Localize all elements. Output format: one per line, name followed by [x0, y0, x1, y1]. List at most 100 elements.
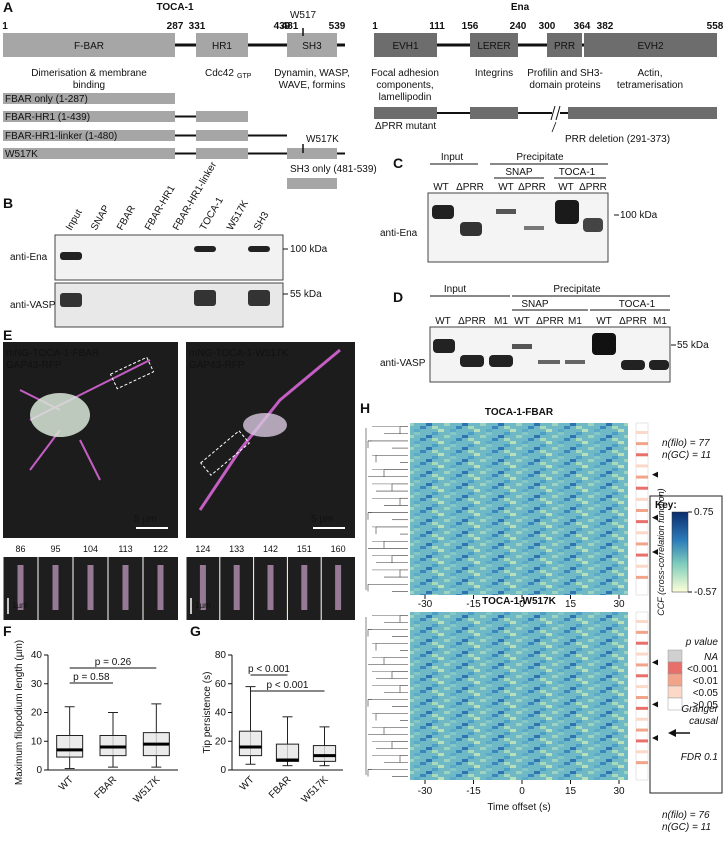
kymo-signal: [233, 565, 240, 610]
box: [238, 730, 263, 757]
label: GAP43-RFP: [6, 360, 62, 371]
position: 300: [539, 21, 556, 32]
band: [555, 200, 579, 224]
sig-cell: [636, 564, 648, 568]
break: [552, 104, 560, 122]
sig-cell: [636, 674, 648, 678]
legend-label: >0.05: [693, 700, 719, 711]
lane-label: WT: [596, 316, 612, 327]
label: 113: [118, 544, 132, 554]
band: [496, 209, 516, 214]
position: 111: [429, 21, 445, 32]
label: 1µm: [195, 601, 211, 610]
legend-label: Granger: [681, 704, 718, 715]
blot: [427, 192, 609, 263]
label: 55 kDa: [290, 289, 322, 300]
x-tick-label: 30: [613, 786, 625, 797]
lane-label: M1: [653, 316, 667, 327]
label: Cdc42: [205, 68, 234, 79]
arrow: [652, 735, 658, 741]
legend-title: p value: [685, 637, 719, 648]
label: 133: [229, 544, 244, 554]
kymo-signal: [199, 565, 206, 610]
band: [538, 360, 560, 364]
y-tick-label: 80: [215, 650, 227, 661]
box: [312, 745, 337, 762]
position: 1: [372, 21, 378, 32]
domain: [584, 33, 717, 57]
position: 364: [574, 21, 591, 32]
construct: [196, 130, 248, 141]
group-label: TOCA-1: [559, 167, 596, 178]
label: lamellipodin: [379, 92, 432, 103]
label: mNG-TOCA-1-FBAR: [6, 348, 99, 359]
label: 160: [331, 544, 346, 554]
title: TOCA-1: [156, 2, 193, 13]
label: 124: [195, 544, 210, 554]
position: 382: [597, 21, 614, 32]
band: [460, 222, 482, 236]
legend-swatch: [667, 697, 683, 711]
band: [194, 246, 216, 252]
domain: [470, 33, 518, 57]
label: domain proteins: [529, 80, 600, 91]
sig-cell: [636, 706, 648, 710]
label: Dimerisation & membrane: [31, 68, 147, 79]
arrow: [668, 729, 676, 737]
p-value: p < 0.001: [267, 680, 309, 691]
x-tick-label: 30: [613, 599, 625, 610]
group-label: Input: [441, 152, 463, 163]
band: [60, 252, 82, 260]
band: [621, 360, 645, 370]
position: 331: [189, 21, 206, 32]
lane-label: ΔPRR: [456, 182, 484, 193]
line: [550, 105, 556, 121]
count: n(filo) = 77: [662, 438, 710, 449]
kymo-signal: [17, 565, 24, 610]
sig-cell: [636, 652, 648, 656]
sig-cell: [636, 453, 648, 457]
domain: [374, 107, 437, 119]
legend-label: <0.05: [693, 688, 719, 699]
kymo-signal: [267, 565, 274, 610]
position: 558: [707, 21, 724, 32]
panel-letter: B: [3, 195, 13, 211]
band: [489, 355, 513, 367]
heatmap: [410, 423, 628, 595]
legend-swatch: [667, 673, 683, 687]
colorbar-tick: 0.75: [694, 507, 714, 518]
construct: [196, 148, 248, 159]
panel-letter: E: [3, 327, 12, 343]
group-label: Precipitate: [553, 284, 601, 295]
x-tick-label: 15: [565, 786, 577, 797]
lane-label: ΔPRR: [518, 182, 546, 193]
label: Integrins: [475, 68, 513, 79]
domain-label: LERER: [477, 41, 510, 52]
title: Ena: [511, 2, 530, 13]
legend-label: <0.01: [693, 676, 719, 687]
domain-label: EVH2: [637, 41, 664, 52]
lane-label: ΔPRR: [536, 316, 564, 327]
construct: [3, 130, 175, 141]
domain: [196, 33, 248, 57]
box: [56, 735, 84, 758]
band: [592, 333, 616, 355]
colorbar: [671, 511, 689, 593]
kymo-signal: [52, 565, 59, 610]
x-tick-label: W517K: [131, 774, 162, 805]
domain-label: PRR: [554, 41, 575, 52]
label: 100 kDa: [620, 210, 658, 221]
group-label: TOCA-1: [619, 299, 656, 310]
label: 100 kDa: [290, 244, 328, 255]
band: [433, 339, 455, 353]
sig-cell: [636, 750, 648, 754]
label: components,: [376, 80, 433, 91]
position: 1: [2, 21, 8, 32]
lane-label: TOCA-1: [198, 195, 226, 232]
group-label: SNAP: [521, 299, 549, 310]
lane-label: ΔPRR: [579, 182, 607, 193]
line: [555, 105, 561, 121]
label: W517: [290, 10, 317, 21]
micrograph: [3, 342, 178, 538]
label: 55 kDa: [677, 340, 709, 351]
